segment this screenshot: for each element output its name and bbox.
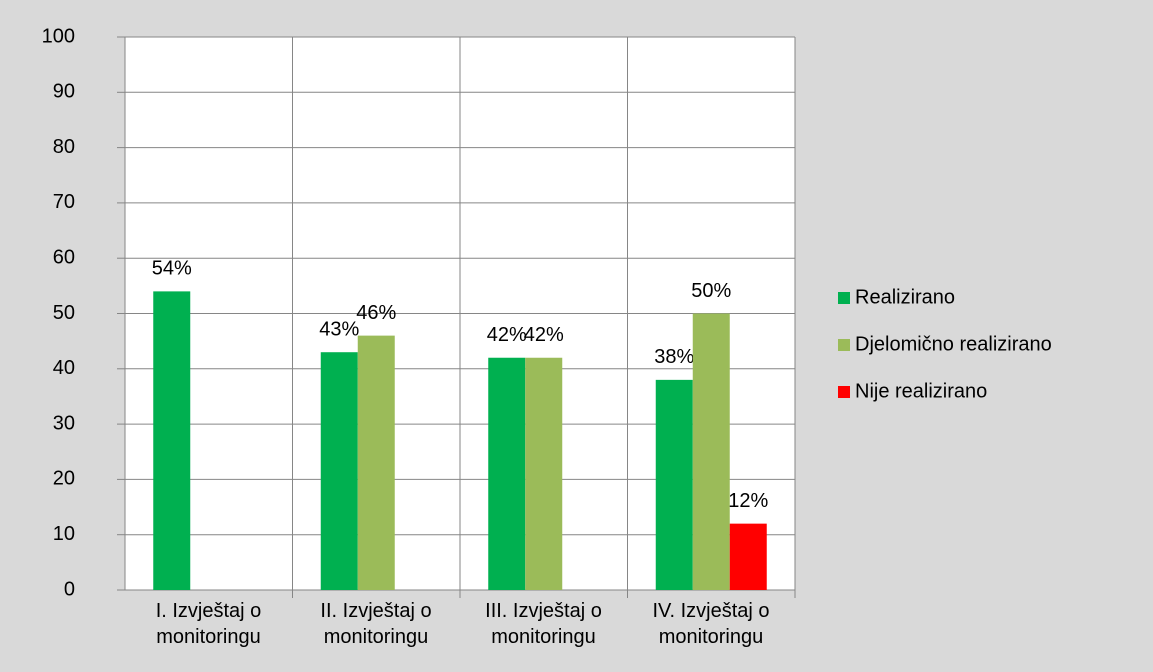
data-label: 42% (487, 324, 527, 346)
x-tick-label: I. Izvještaj o monitoringu (155, 600, 262, 648)
bar (692, 313, 730, 590)
y-tick-label: 50 (53, 302, 75, 324)
data-label: 43% (319, 318, 359, 340)
bar (525, 357, 563, 590)
y-tick-label: 100 (42, 25, 75, 47)
bar (655, 379, 693, 590)
legend-swatch (838, 292, 850, 304)
data-label: 46% (356, 302, 396, 324)
y-tick-label: 80 (53, 136, 75, 158)
y-tick-label: 40 (53, 357, 75, 379)
x-tick-label: III. Izvještaj o monitoringu (485, 600, 602, 648)
bar (153, 291, 191, 590)
data-label: 12% (728, 490, 768, 512)
data-label: 42% (524, 324, 564, 346)
legend-label: Nije realizirano (855, 380, 987, 402)
bar (320, 352, 358, 590)
y-tick-label: 0 (64, 578, 75, 600)
y-tick-label: 20 (53, 468, 75, 490)
legend-swatch (838, 386, 850, 398)
legend-swatch (838, 339, 850, 351)
data-label: 54% (152, 258, 192, 280)
y-tick-label: 90 (53, 81, 75, 103)
y-tick-label: 30 (53, 412, 75, 434)
x-tick-label: IV. Izvještaj o monitoringu (652, 600, 770, 648)
bar (357, 335, 395, 590)
data-label: 50% (691, 280, 731, 302)
data-label: 38% (654, 346, 694, 368)
bar (729, 523, 767, 590)
legend-label: Djelomično realizirano (855, 333, 1052, 355)
y-tick-label: 10 (53, 523, 75, 545)
y-tick-label: 70 (53, 191, 75, 213)
y-tick-label: 60 (53, 246, 75, 268)
x-tick-label: II. Izvještaj o monitoringu (320, 600, 432, 648)
bar (488, 357, 526, 590)
legend-label: Realizirano (855, 286, 955, 308)
